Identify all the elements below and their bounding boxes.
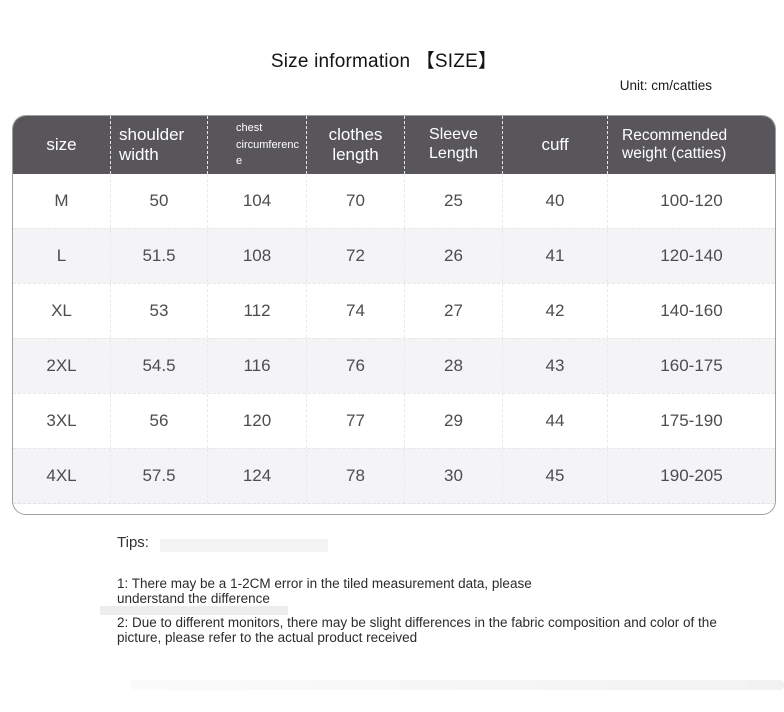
size-table-body: M 50 104 70 25 40 100-120 L 51.5 108 72 26 41 120-140… — [13, 174, 775, 504]
cell-sleeve-length: 26 — [405, 229, 503, 283]
tips-section: Tips: 1: There may be a 1-2CM error in t… — [117, 534, 784, 654]
erased-text-smudge — [130, 680, 784, 690]
tip-item-1: 1: There may be a 1-2CM error in the til… — [117, 576, 532, 606]
tips-heading: Tips: — [117, 534, 149, 551]
page-title: Size information 【SIZE】 — [270, 51, 498, 72]
cell-shoulder-width: 57.5 — [111, 449, 208, 503]
cell-size: L — [13, 229, 111, 283]
unit-note: Unit: cm/catties — [619, 78, 712, 93]
cell-cuff: 40 — [503, 174, 608, 228]
cell-clothes-length: 72 — [307, 229, 405, 283]
table-row: L 51.5 108 72 26 41 120-140 — [13, 228, 775, 283]
cell-size: M — [13, 174, 111, 228]
cell-clothes-length: 78 — [307, 449, 405, 503]
column-header-recommended-weight: Recommended weight (catties) — [608, 116, 775, 174]
column-header-size: size — [13, 116, 111, 174]
cell-shoulder-width: 56 — [111, 394, 208, 448]
table-row: M 50 104 70 25 40 100-120 — [13, 174, 775, 228]
cell-cuff: 43 — [503, 339, 608, 393]
cell-clothes-length: 76 — [307, 339, 405, 393]
column-header-cuff: cuff — [503, 116, 608, 174]
cell-clothes-length: 77 — [307, 394, 405, 448]
column-header-sleeve-length: Sleeve Length — [405, 116, 503, 174]
column-header-chest-circumference: chest circumference — [208, 116, 307, 174]
cell-size: XL — [13, 284, 111, 338]
table-row: 2XL 54.5 116 76 28 43 160-175 — [13, 338, 775, 393]
column-header-clothes-length: clothes length — [307, 116, 405, 174]
column-header-cuff-label: cuff — [541, 134, 569, 154]
chest-label-line2: circumference — [236, 138, 299, 168]
column-header-recommended-weight-label: Recommended weight (catties) — [622, 126, 728, 162]
cell-chest-circumference: 104 — [208, 174, 307, 228]
cell-cuff: 44 — [503, 394, 608, 448]
cell-sleeve-length: 28 — [405, 339, 503, 393]
cell-cuff: 42 — [503, 284, 608, 338]
cell-shoulder-width: 50 — [111, 174, 208, 228]
cell-clothes-length: 74 — [307, 284, 405, 338]
cell-chest-circumference: 124 — [208, 449, 307, 503]
cell-size: 3XL — [13, 394, 111, 448]
cell-chest-circumference: 112 — [208, 284, 307, 338]
tip-item-2: 2: Due to different monitors, there may … — [117, 615, 717, 645]
size-table-header: size shoulder width chest circumference … — [13, 116, 775, 174]
size-table: size shoulder width chest circumference … — [12, 115, 776, 515]
cell-recommended-weight: 190-205 — [660, 466, 723, 485]
table-row: 4XL 57.5 124 78 30 45 190-205 — [13, 448, 775, 504]
cell-size: 2XL — [13, 339, 111, 393]
column-header-size-label: size — [46, 134, 77, 154]
cell-recommended-weight: 175-190 — [660, 411, 723, 430]
table-row: XL 53 112 74 27 42 140-160 — [13, 283, 775, 338]
table-row: 3XL 56 120 77 29 44 175-190 — [13, 393, 775, 448]
column-header-sleeve-length-label: Sleeve Length — [429, 126, 478, 162]
cell-sleeve-length: 29 — [405, 394, 503, 448]
cell-cuff: 45 — [503, 449, 608, 503]
cell-shoulder-width: 53 — [111, 284, 208, 338]
column-header-shoulder-width: shoulder width — [111, 116, 208, 174]
column-header-chest-circumference-label: chest circumference — [236, 120, 304, 170]
cell-sleeve-length: 27 — [405, 284, 503, 338]
cell-sleeve-length: 30 — [405, 449, 503, 503]
cell-clothes-length: 70 — [307, 174, 405, 228]
cell-size: 4XL — [13, 449, 111, 503]
cell-recommended-weight: 100-120 — [660, 191, 723, 210]
cell-recommended-weight: 160-175 — [660, 356, 723, 375]
cell-sleeve-length: 25 — [405, 174, 503, 228]
cell-recommended-weight: 140-160 — [660, 301, 723, 320]
cell-shoulder-width: 51.5 — [111, 229, 208, 283]
cell-chest-circumference: 108 — [208, 229, 307, 283]
cell-cuff: 41 — [503, 229, 608, 283]
column-header-clothes-length-label: clothes length — [328, 124, 383, 164]
column-header-shoulder-width-label: shoulder width — [119, 124, 185, 164]
cell-shoulder-width: 54.5 — [111, 339, 208, 393]
cell-chest-circumference: 120 — [208, 394, 307, 448]
cell-chest-circumference: 116 — [208, 339, 307, 393]
cell-recommended-weight: 120-140 — [660, 246, 723, 265]
chest-label-line1: chest — [236, 122, 263, 135]
